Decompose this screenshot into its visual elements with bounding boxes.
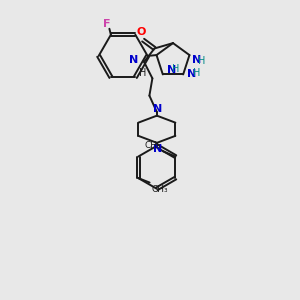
Text: H: H — [139, 68, 146, 78]
Text: N: N — [193, 55, 202, 64]
Text: CH₃: CH₃ — [145, 141, 161, 150]
Text: N: N — [187, 69, 196, 79]
Text: O: O — [136, 27, 146, 37]
Text: H: H — [193, 68, 200, 78]
Text: F: F — [103, 20, 110, 29]
Text: CH₃: CH₃ — [151, 185, 168, 194]
Text: H: H — [198, 56, 206, 66]
Text: N: N — [129, 56, 139, 65]
Text: H: H — [172, 64, 180, 74]
Text: N: N — [153, 144, 162, 154]
Text: N: N — [153, 104, 162, 114]
Text: N: N — [167, 65, 176, 75]
